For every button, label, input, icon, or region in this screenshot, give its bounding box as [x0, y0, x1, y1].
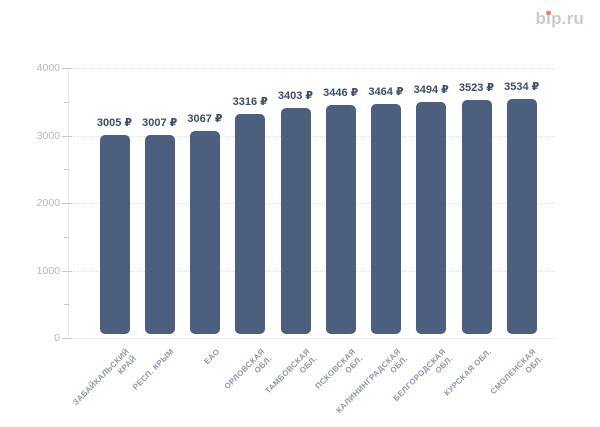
gridline	[73, 68, 555, 69]
bar-chart: 0 1000 2000 3000 4000 3005 ₽ ЗАБАЙКАЛЬСКИЙ КРАЙ…	[37, 62, 555, 415]
gridline	[73, 270, 555, 272]
y-tick-label: 2000	[36, 197, 60, 209]
category-label: ТАМБОВСКАЯ ОБЛ.	[263, 347, 320, 396]
y-axis-minor-tick	[64, 101, 69, 103]
bar	[461, 100, 492, 334]
y-axis-tick	[62, 338, 72, 339]
y-tick-label: 0	[54, 332, 60, 344]
bar	[235, 114, 266, 334]
y-axis-tick	[62, 203, 72, 204]
y-axis-tick	[62, 68, 72, 69]
logo-part-b: b	[535, 9, 547, 28]
bar-value-label: 3403 ₽	[277, 90, 314, 103]
category-label: СМОЛЕНСКАЯ ОБЛ.	[489, 347, 546, 396]
bar	[99, 135, 130, 334]
bar	[325, 105, 356, 334]
gridline	[73, 203, 555, 204]
bar	[190, 130, 220, 334]
logo-i-orange-dot: i	[546, 9, 552, 28]
y-tick-label: 1000	[36, 264, 60, 277]
bar-value-label: 3494 ₽	[413, 84, 449, 97]
bar-value-label: 3534 ₽	[504, 81, 540, 94]
bar	[144, 135, 175, 334]
y-tick-label: 3000	[36, 129, 60, 142]
bar	[506, 99, 537, 334]
bar-value-label: 3005 ₽	[96, 117, 133, 130]
bar-value-label: 3446 ₽	[323, 87, 359, 100]
category-label: РЕСП. КРЫМ	[131, 347, 177, 392]
x-axis-baseline	[68, 338, 555, 339]
bar	[416, 102, 447, 334]
bar-value-label: 3067 ₽	[187, 112, 223, 125]
bar-value-label: 3523 ₽	[458, 82, 495, 95]
bip-ru-logo[interactable]: bip.ru	[536, 9, 584, 29]
logo-part-pru: p.ru	[551, 9, 584, 28]
y-axis-minor-tick	[64, 304, 69, 306]
bar	[371, 104, 401, 334]
bar	[280, 108, 311, 334]
category-label: ЕАО	[202, 347, 222, 367]
y-axis-minor-tick	[64, 236, 69, 238]
category-label: ЗАБАЙКАЛЬСКИЙ КРАЙ	[70, 347, 139, 407]
bar-value-label: 3316 ₽	[232, 96, 268, 109]
y-axis-tick	[62, 270, 72, 272]
bar-value-label: 3464 ₽	[368, 86, 404, 99]
y-axis-tick	[62, 135, 72, 137]
bar-value-label: 3007 ₽	[142, 117, 178, 130]
gridline	[73, 135, 555, 137]
y-tick-label: 4000	[36, 62, 60, 74]
y-axis-minor-tick	[64, 169, 69, 171]
